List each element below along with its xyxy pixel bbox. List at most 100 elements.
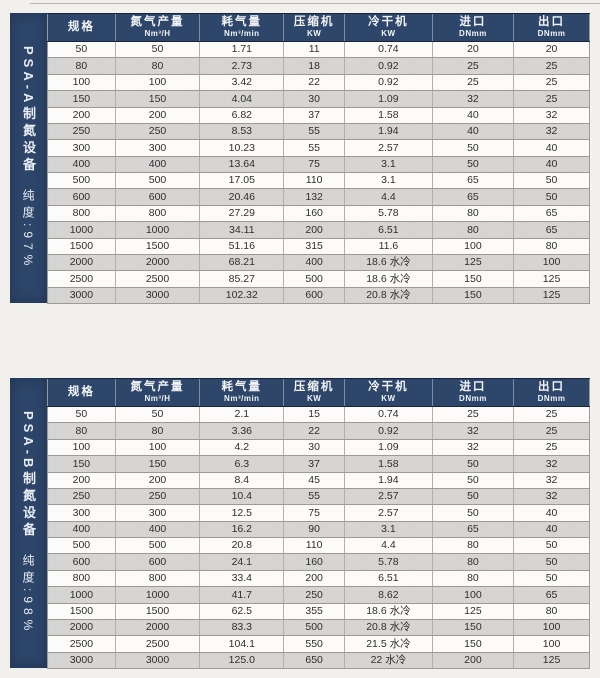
table-cell: 160 (283, 553, 345, 571)
table-cell: 18 (283, 57, 345, 75)
psa-b-purity-label: 纯度:98% (21, 553, 35, 635)
table-cell: 22 (283, 74, 345, 92)
table-cell: 800 (114, 205, 200, 223)
table-row: 2500 2500 85.27 500 18.6 水冷 150 125 (47, 270, 590, 288)
table-cell: 50 (47, 406, 116, 424)
column-header: 压缩机 KW (283, 13, 345, 42)
table-row: 500 500 17.05 110 3.1 65 50 (47, 172, 590, 190)
table-cell: 100 (513, 619, 590, 637)
table-cell: 150 (431, 270, 514, 288)
table-cell: 100 (513, 635, 590, 653)
table-cell: 40 (513, 156, 590, 174)
table-cell: 80 (431, 221, 514, 239)
table-row: 600 600 20.46 132 4.4 65 50 (47, 188, 590, 206)
table-cell: 12.5 (199, 504, 284, 522)
table-cell: 55 (283, 488, 345, 506)
table-cell: 100 (47, 74, 116, 92)
table-cell: 25 (513, 57, 590, 75)
table-row: 2000 2000 68.21 400 18.6 水冷 125 100 (47, 254, 590, 272)
table-cell: 6.3 (199, 455, 284, 473)
table-cell: 32 (513, 472, 590, 489)
table-cell: 2.73 (199, 57, 284, 75)
table-cell: 132 (283, 188, 345, 206)
column-header-label: 氮气产量 (130, 381, 185, 393)
table-cell: 8.62 (344, 586, 433, 604)
table-cell: 2000 (114, 254, 200, 272)
table-cell: 5.78 (344, 205, 433, 223)
column-header-label: 压缩机 (293, 16, 335, 28)
table-cell: 300 (114, 139, 200, 157)
psa-a-sidebar: PSA-A制氮设备 纯度:97% (10, 13, 47, 303)
table-row: 250 250 8.53 55 1.94 40 32 (47, 123, 590, 141)
table-cell: 600 (283, 287, 345, 305)
table-row: 2500 2500 104.1 550 21.5 水冷 150 100 (47, 635, 590, 653)
table-cell: 32 (431, 439, 514, 457)
table-cell: 0.74 (344, 406, 433, 424)
table-cell: 250 (47, 123, 116, 141)
psa-a-table-block: PSA-A制氮设备 纯度:97% 规格 氮气产量 Nm³/H 耗气量 Nm³/min 压缩… (10, 13, 590, 305)
table-cell: 18.6 水冷 (344, 603, 433, 620)
table-cell: 50 (431, 455, 514, 473)
table-cell: 0.74 (344, 41, 433, 59)
table-cell: 37 (283, 455, 345, 473)
column-header: 出口 DNmm (513, 378, 590, 407)
table-row: 80 80 3.36 22 0.92 32 25 (47, 422, 590, 440)
column-header-label: 冷干机 (368, 381, 409, 393)
table-cell: 100 (431, 238, 514, 255)
table-cell: 1.58 (344, 455, 433, 473)
table-cell: 6.51 (344, 570, 433, 588)
table-cell: 50 (431, 472, 514, 489)
table-cell: 1.58 (344, 107, 433, 124)
table-cell: 1.09 (344, 90, 433, 108)
table-cell: 6.51 (344, 221, 433, 239)
column-header-unit: DNmm (459, 394, 487, 403)
table-cell: 500 (47, 172, 116, 190)
table-cell: 104.1 (199, 635, 284, 653)
table-cell: 800 (47, 205, 116, 223)
table-cell: 125.0 (199, 652, 284, 670)
table-cell: 500 (47, 537, 116, 555)
column-header-unit: KW (381, 29, 396, 38)
table-cell: 80 (47, 422, 116, 440)
table-cell: 30 (283, 439, 345, 457)
table-cell: 200 (47, 107, 116, 124)
column-header: 耗气量 Nm³/min (199, 378, 284, 407)
column-header: 压缩机 KW (283, 378, 345, 407)
table-row: 1500 1500 51.16 315 11.6 100 80 (47, 238, 590, 255)
table-cell: 0.92 (344, 57, 433, 75)
table-cell: 55 (283, 123, 345, 141)
table-cell: 1.09 (344, 439, 433, 457)
column-header-label: 冷干机 (368, 16, 409, 28)
table-cell: 65 (431, 188, 514, 206)
column-header-label: 进口 (459, 381, 487, 393)
column-header: 出口 DNmm (513, 13, 590, 42)
table-cell: 300 (114, 504, 200, 522)
table-cell: 20.8 水冷 (344, 619, 433, 637)
table-cell: 1000 (114, 586, 200, 604)
table-cell: 40 (431, 107, 514, 124)
column-header: 进口 DNmm (431, 378, 514, 407)
table-cell: 400 (114, 521, 200, 539)
table-cell: 40 (513, 521, 590, 539)
column-header-unit: Nm³/min (224, 29, 260, 38)
table-row: 200 200 6.82 37 1.58 40 32 (47, 107, 590, 124)
table-cell: 68.21 (199, 254, 284, 272)
table-cell: 22 水冷 (344, 652, 433, 670)
column-header: 冷干机 KW (344, 378, 433, 407)
table-cell: 2.1 (199, 406, 284, 424)
table-cell: 25 (513, 422, 590, 440)
table-cell: 40 (513, 139, 590, 157)
column-header-unit: DNmm (459, 29, 487, 38)
table-row: 100 100 3.42 22 0.92 25 25 (47, 74, 590, 92)
table-cell: 1500 (114, 603, 200, 620)
table-cell: 33.4 (199, 570, 284, 588)
table-cell: 80 (114, 422, 200, 440)
column-header-unit: Nm³/H (144, 29, 171, 38)
table-cell: 160 (283, 205, 345, 223)
table-cell: 25 (513, 74, 590, 92)
table-cell: 50 (513, 188, 590, 206)
table-cell: 300 (47, 139, 116, 157)
header-row: 规格 氮气产量 Nm³/H 耗气量 Nm³/min 压缩机 KW 冷干机 KW 进口 DNmm 出口 D… (47, 13, 590, 42)
table-cell: 50 (431, 488, 514, 506)
table-cell: 75 (283, 504, 345, 522)
